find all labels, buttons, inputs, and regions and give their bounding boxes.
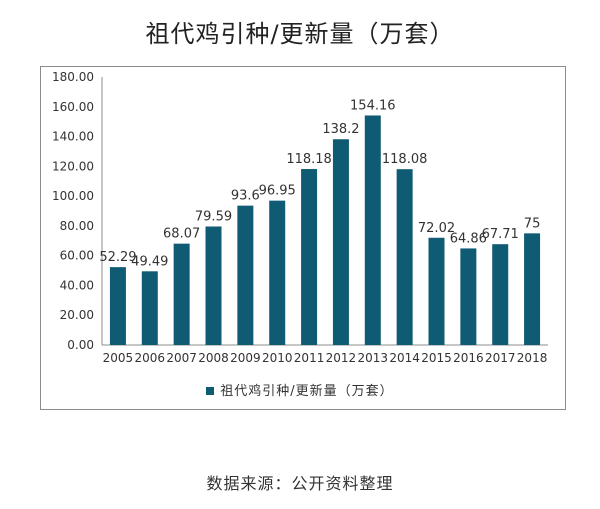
legend: 祖代鸡引种/更新量（万套） bbox=[0, 380, 600, 399]
data-label: 96.95 bbox=[259, 184, 296, 199]
y-tick-label: 180.00 bbox=[52, 70, 94, 84]
y-tick-label: 60.00 bbox=[60, 249, 94, 263]
x-tick-label: 2015 bbox=[421, 351, 452, 365]
x-tick-label: 2011 bbox=[294, 351, 325, 365]
bar bbox=[301, 169, 318, 345]
data-label: 118.08 bbox=[382, 152, 428, 167]
x-tick-label: 2013 bbox=[358, 351, 389, 365]
x-tick-label: 2008 bbox=[198, 351, 229, 365]
x-tick-label: 2009 bbox=[230, 351, 261, 365]
data-label: 68.07 bbox=[163, 227, 200, 242]
data-label: 79.59 bbox=[195, 209, 232, 224]
x-tick-label: 2012 bbox=[326, 351, 357, 365]
chart-title: 祖代鸡引种/更新量（万套） bbox=[145, 20, 455, 48]
data-label: 72.02 bbox=[418, 221, 455, 236]
x-tick-label: 2016 bbox=[453, 351, 484, 365]
x-tick-label: 2010 bbox=[262, 351, 293, 365]
data-label: 67.71 bbox=[482, 227, 519, 242]
x-tick-label: 2007 bbox=[166, 351, 197, 365]
data-label: 52.29 bbox=[99, 250, 136, 265]
y-tick-label: 0.00 bbox=[67, 338, 94, 352]
legend-swatch bbox=[206, 387, 215, 395]
data-label: 118.18 bbox=[286, 152, 332, 167]
x-tick-label: 2014 bbox=[389, 351, 420, 365]
y-tick-label: 160.00 bbox=[52, 100, 94, 114]
data-label: 93.6 bbox=[231, 189, 260, 204]
x-tick-label: 2018 bbox=[517, 351, 548, 365]
bar bbox=[109, 267, 126, 345]
data-label: 49.49 bbox=[131, 254, 168, 269]
x-tick-label: 2005 bbox=[103, 351, 134, 365]
bar bbox=[460, 248, 477, 345]
y-tick-label: 80.00 bbox=[60, 219, 94, 233]
bar bbox=[269, 200, 286, 345]
bar bbox=[237, 205, 254, 345]
data-label: 154.16 bbox=[350, 98, 396, 113]
y-tick-label: 120.00 bbox=[52, 159, 94, 173]
y-tick-label: 100.00 bbox=[52, 189, 94, 203]
bar bbox=[364, 115, 381, 345]
bar bbox=[396, 169, 413, 345]
bar bbox=[173, 243, 190, 345]
bar bbox=[492, 244, 509, 345]
y-tick-label: 40.00 bbox=[60, 278, 94, 292]
x-tick-label: 2006 bbox=[135, 351, 166, 365]
y-tick-label: 20.00 bbox=[60, 308, 94, 322]
bar bbox=[524, 233, 541, 345]
bar bbox=[141, 271, 158, 345]
x-tick-label: 2017 bbox=[485, 351, 516, 365]
data-label: 64.86 bbox=[450, 231, 487, 246]
y-tick-label: 140.00 bbox=[52, 130, 94, 144]
source-note: 数据来源：公开资料整理 bbox=[206, 474, 394, 493]
data-label: 75 bbox=[524, 216, 541, 231]
data-label: 138.2 bbox=[322, 122, 359, 137]
bar bbox=[332, 139, 349, 345]
bar bbox=[205, 226, 222, 345]
legend-label: 祖代鸡引种/更新量（万套） bbox=[220, 384, 394, 399]
bar bbox=[428, 237, 445, 345]
